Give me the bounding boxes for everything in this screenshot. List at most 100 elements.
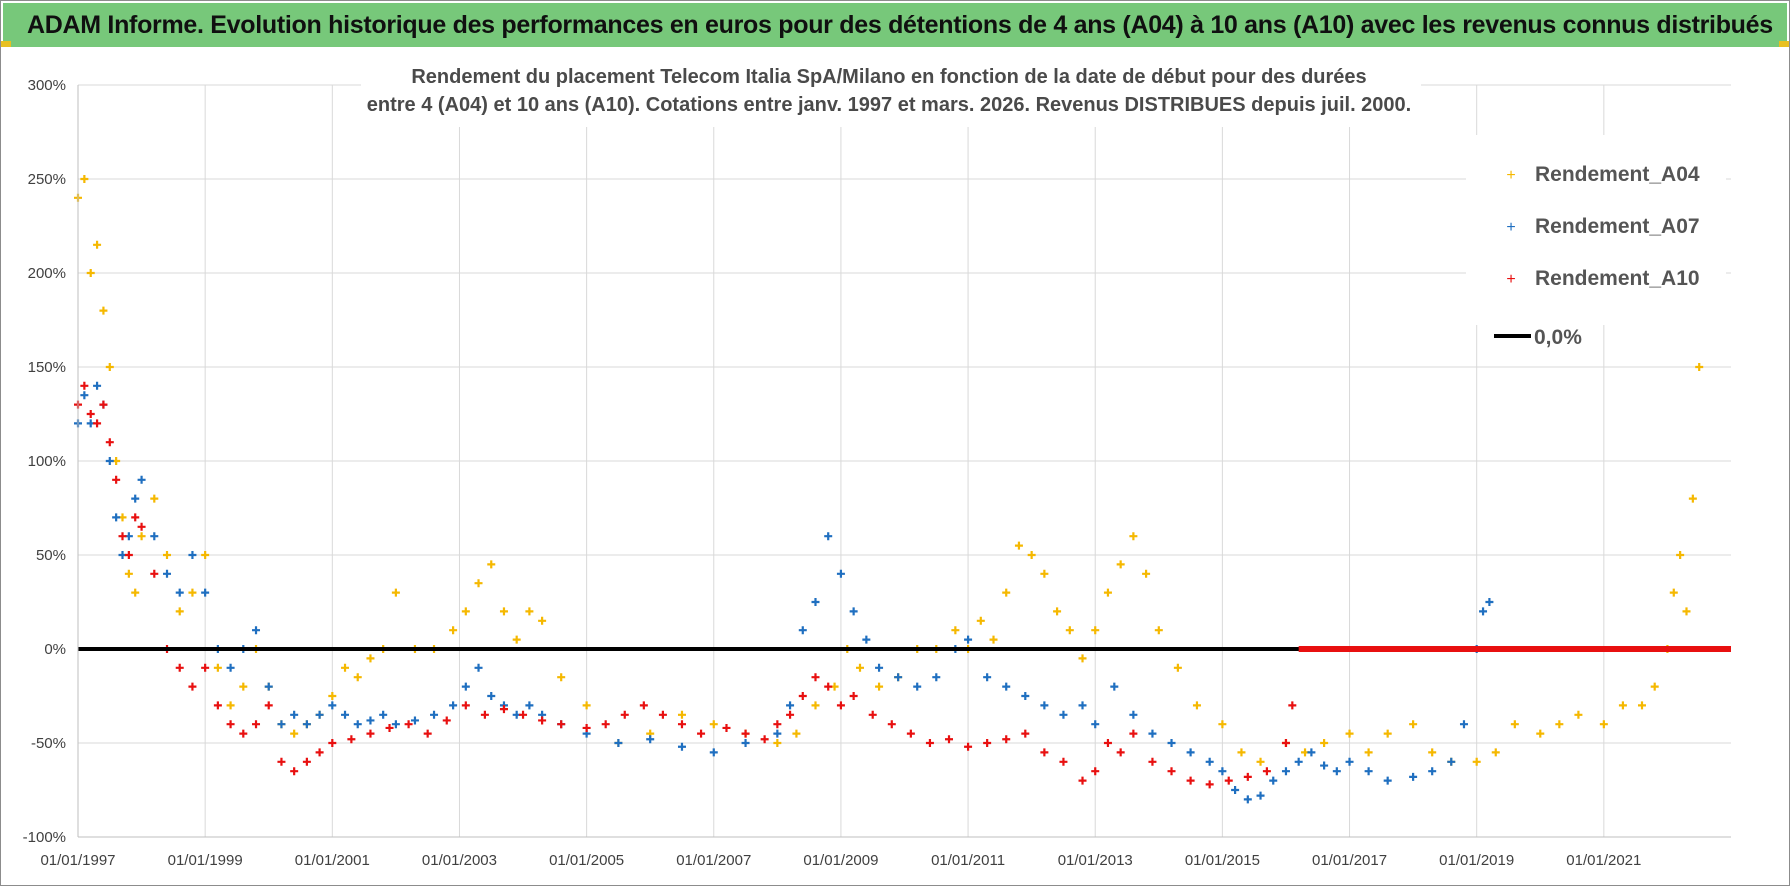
data-point-a10 bbox=[131, 513, 140, 522]
data-point-a04 bbox=[99, 306, 108, 315]
data-point-a04 bbox=[449, 626, 458, 635]
data-point-a04 bbox=[391, 588, 400, 597]
data-point-a07 bbox=[824, 532, 833, 541]
x-tick-label: 01/01/1997 bbox=[40, 852, 115, 869]
data-point-a04 bbox=[499, 607, 508, 616]
legend-marker-a07: + bbox=[1506, 219, 1515, 236]
x-tick-label: 01/01/1999 bbox=[168, 852, 243, 869]
y-tick-label: -50% bbox=[31, 735, 66, 752]
y-tick-label: 300% bbox=[28, 77, 66, 94]
data-point-a04 bbox=[989, 635, 998, 644]
data-point-a04 bbox=[366, 654, 375, 663]
data-point-a04 bbox=[1472, 757, 1481, 766]
data-point-a10 bbox=[639, 701, 648, 710]
data-point-a07 bbox=[391, 720, 400, 729]
legend: + Rendement_A04 + Rendement_A07 + Rendem… bbox=[1466, 135, 1726, 349]
data-point-a04 bbox=[1027, 551, 1036, 559]
data-point-a10 bbox=[697, 729, 706, 738]
x-tick-label: 01/01/2015 bbox=[1185, 852, 1260, 869]
data-point-a07 bbox=[1364, 767, 1373, 776]
axis-layer: 300% 250% 200% 150% 100% 50% 0% -50% -100% 01/01/… bbox=[23, 77, 1731, 869]
data-point-a04 bbox=[538, 616, 547, 625]
data-point-a07 bbox=[614, 739, 623, 747]
data-point-a04 bbox=[1510, 720, 1519, 729]
data-point-a10 bbox=[112, 475, 121, 484]
y-tick-label: 50% bbox=[36, 547, 66, 564]
x-tick-label: 01/01/2009 bbox=[803, 852, 878, 869]
data-point-a07 bbox=[1281, 767, 1290, 776]
data-point-a10 bbox=[105, 438, 114, 447]
data-point-a07 bbox=[188, 551, 197, 559]
data-point-a10 bbox=[480, 710, 489, 719]
data-point-a10 bbox=[226, 720, 235, 729]
data-point-a04 bbox=[1218, 720, 1227, 729]
data-point-a04 bbox=[1002, 588, 1011, 597]
data-point-a10 bbox=[1288, 701, 1297, 710]
data-point-a10 bbox=[239, 729, 248, 738]
data-point-a07 bbox=[252, 626, 261, 635]
data-point-a04 bbox=[474, 579, 483, 588]
data-point-a07 bbox=[449, 701, 458, 710]
data-point-a10 bbox=[252, 720, 261, 729]
data-point-a07 bbox=[1459, 720, 1468, 729]
data-point-a04 bbox=[557, 673, 566, 682]
x-tick-label: 01/01/2001 bbox=[295, 852, 370, 869]
data-point-a10 bbox=[188, 682, 197, 691]
data-point-a10 bbox=[124, 551, 133, 559]
data-point-a04 bbox=[93, 240, 102, 249]
data-point-a04 bbox=[1116, 560, 1125, 569]
data-point-a04 bbox=[792, 729, 801, 738]
data-point-a04 bbox=[875, 682, 884, 691]
data-point-a10 bbox=[1243, 772, 1252, 781]
data-point-a07 bbox=[379, 710, 388, 719]
data-point-a10 bbox=[519, 710, 528, 719]
data-point-a07 bbox=[137, 475, 146, 484]
data-point-a10 bbox=[983, 739, 992, 747]
legend-marker-a04: + bbox=[1506, 167, 1515, 184]
data-point-a10 bbox=[760, 735, 769, 744]
data-point-a07 bbox=[366, 716, 375, 725]
data-point-a07 bbox=[315, 710, 324, 719]
data-point-a07 bbox=[646, 735, 655, 744]
data-point-a07 bbox=[862, 635, 871, 644]
data-point-a07 bbox=[112, 513, 121, 522]
data-point-a07 bbox=[1294, 757, 1303, 766]
data-point-a10 bbox=[849, 692, 858, 700]
returns-chart: 300% 250% 200% 150% 100% 50% 0% -50% -100% 01/01/… bbox=[23, 57, 1731, 869]
y-tick-label: -100% bbox=[23, 829, 66, 846]
data-point-a10 bbox=[582, 723, 591, 732]
data-point-a07 bbox=[1129, 710, 1138, 719]
data-point-a07 bbox=[836, 569, 845, 578]
data-point-a04 bbox=[1040, 569, 1049, 578]
data-point-a07 bbox=[302, 720, 311, 729]
x-tick-label: 01/01/2003 bbox=[422, 852, 497, 869]
data-point-a10 bbox=[201, 663, 210, 672]
x-tick-label: 01/01/2013 bbox=[1058, 852, 1133, 869]
data-point-a04 bbox=[1173, 663, 1182, 672]
data-point-a10 bbox=[786, 710, 795, 719]
legend-label-a10: Rendement_A10 bbox=[1535, 267, 1700, 290]
y-tick-label: 200% bbox=[28, 265, 66, 282]
y-tick-label: 0% bbox=[44, 641, 66, 658]
data-point-a10 bbox=[658, 710, 667, 719]
data-point-a04 bbox=[582, 701, 591, 710]
data-point-a10 bbox=[1059, 757, 1068, 766]
data-point-a04 bbox=[353, 673, 362, 682]
data-point-a04 bbox=[124, 569, 133, 578]
data-point-a04 bbox=[86, 269, 95, 277]
data-point-a10 bbox=[264, 701, 273, 710]
data-point-a07 bbox=[1110, 682, 1119, 691]
data-point-a10 bbox=[1186, 776, 1195, 785]
report-banner: ADAM Informe. Evolution historique des p… bbox=[3, 3, 1787, 47]
data-point-a07 bbox=[487, 692, 496, 700]
data-point-a07 bbox=[474, 663, 483, 672]
data-point-a07 bbox=[894, 673, 903, 682]
data-point-a04 bbox=[201, 551, 210, 559]
data-point-a10 bbox=[93, 419, 102, 428]
data-point-a10 bbox=[836, 701, 845, 710]
data-point-a10 bbox=[118, 532, 127, 541]
data-point-a04 bbox=[811, 701, 820, 710]
data-point-a10 bbox=[423, 729, 432, 738]
data-point-a04 bbox=[1409, 720, 1418, 729]
data-point-a10 bbox=[1224, 776, 1233, 785]
